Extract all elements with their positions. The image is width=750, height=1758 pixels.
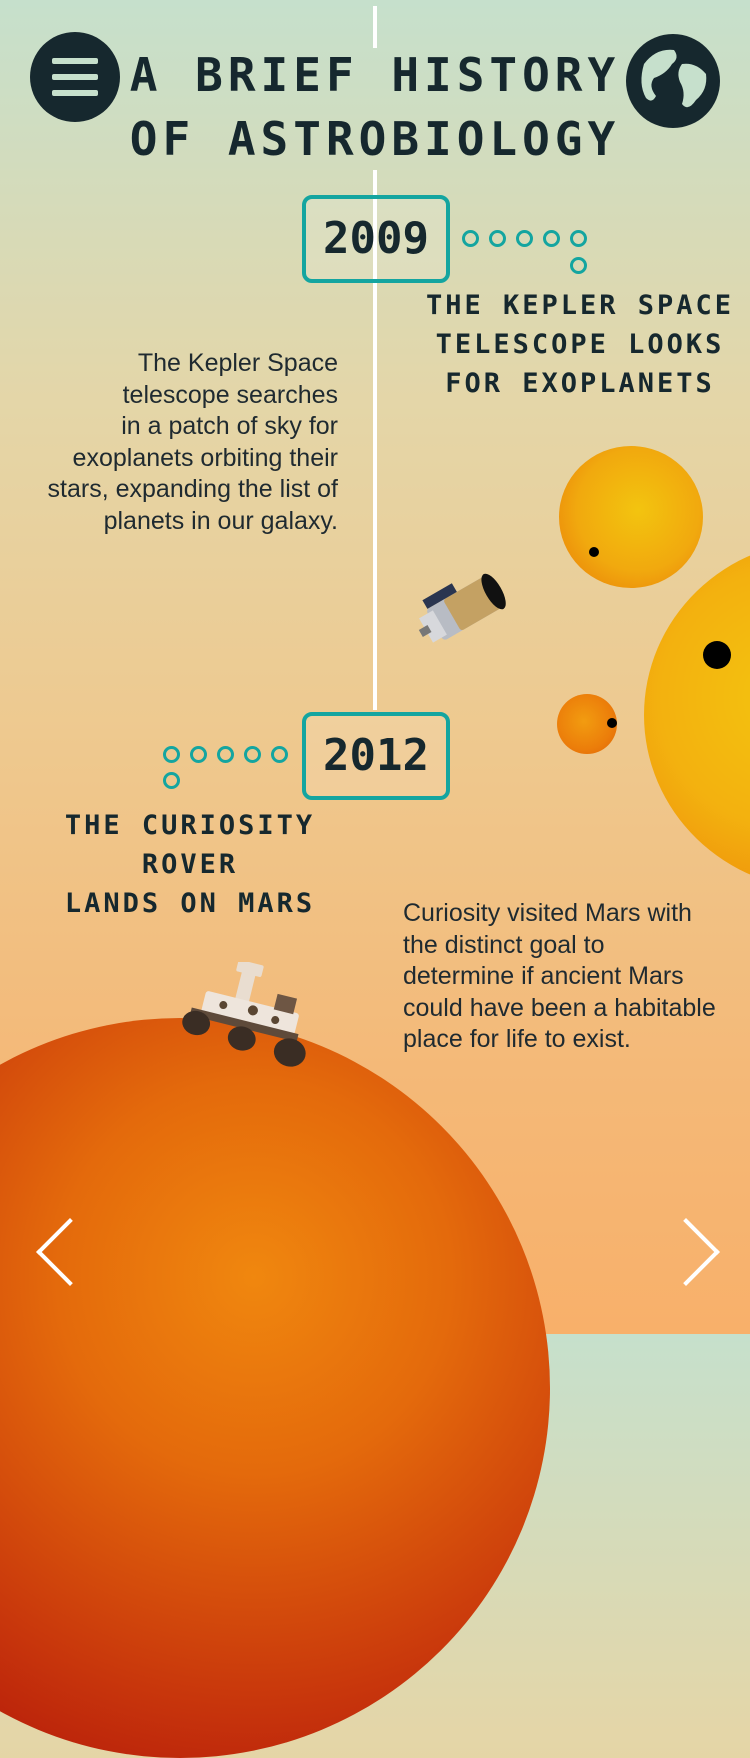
mars-planet-illustration — [0, 1018, 550, 1758]
timeline-dot — [462, 230, 479, 247]
body-line: place for life to exist. — [403, 1025, 631, 1053]
exoplanet-dot-medium — [589, 547, 599, 557]
exoplanet-dot-large — [703, 641, 731, 669]
exoplanet-dot-small — [607, 718, 617, 728]
timeline-dot — [570, 257, 587, 274]
headline-line: THE CURIOSITY ROVER — [64, 810, 316, 880]
page-title-line-1: A BRIEF HISTORY — [129, 48, 621, 102]
menu-button[interactable] — [30, 32, 120, 122]
prev-button[interactable] — [24, 1206, 104, 1296]
timeline-line — [373, 170, 377, 710]
body-line: determine if ancient Mars — [403, 962, 684, 990]
page-title-line-2: OF ASTROBIOLOGY — [129, 112, 621, 166]
headline-line: TELESCOPE LOOKS — [435, 329, 725, 360]
timeline-dot — [489, 230, 506, 247]
body-line: could have been a habitable — [403, 993, 716, 1022]
timeline-dot — [217, 746, 234, 763]
timeline-dot — [244, 746, 261, 763]
body-line: exoplanets orbiting their — [72, 443, 338, 472]
body-line: stars, expanding the list of — [47, 475, 338, 503]
timeline-dot — [516, 230, 533, 247]
timeline-dot — [543, 230, 560, 247]
headline-line: LANDS ON MARS — [64, 888, 316, 919]
body-line: the distinct goal to — [403, 930, 605, 959]
event-body-2012: Curiosity visited Mars with the distinct… — [403, 898, 748, 1056]
star-medium-illustration — [559, 446, 703, 588]
star-large-illustration — [644, 540, 750, 890]
timeline-dot — [163, 746, 180, 763]
event-body-2009: The Kepler Space telescope searches in a… — [10, 348, 338, 537]
body-line: telescope searches — [122, 380, 338, 409]
chevron-right-icon — [652, 1218, 720, 1286]
timeline-dot — [190, 746, 207, 763]
hamburger-menu-icon — [52, 58, 98, 64]
body-line: Curiosity visited Mars with — [403, 899, 692, 927]
next-button[interactable] — [652, 1206, 730, 1296]
event-headline-2012: THE CURIOSITY ROVER LANDS ON MARS — [8, 806, 372, 923]
timeline-dot — [570, 230, 587, 247]
body-line: in a patch of sky for — [121, 412, 338, 440]
hamburger-menu-bar — [52, 90, 98, 96]
timeline-dot — [271, 746, 288, 763]
timeline-dot — [163, 772, 180, 789]
curiosity-rover-illustration — [170, 959, 330, 1080]
event-headline-2009: THE KEPLER SPACE TELESCOPE LOOKS FOR EXO… — [420, 286, 740, 403]
year-badge-2009[interactable]: 2009 — [302, 195, 450, 283]
body-line: planets in our galaxy. — [103, 506, 338, 535]
timeline-line-top — [373, 6, 377, 48]
hamburger-menu-bar — [52, 74, 98, 80]
body-line: The Kepler Space — [137, 349, 338, 377]
chevron-left-icon — [36, 1218, 104, 1286]
kepler-telescope-illustration — [410, 556, 520, 660]
year-badge-2012[interactable]: 2012 — [302, 712, 450, 800]
globe-icon[interactable] — [626, 34, 720, 128]
headline-line: THE KEPLER SPACE — [425, 290, 735, 321]
headline-line: FOR EXOPLANETS — [445, 368, 715, 399]
